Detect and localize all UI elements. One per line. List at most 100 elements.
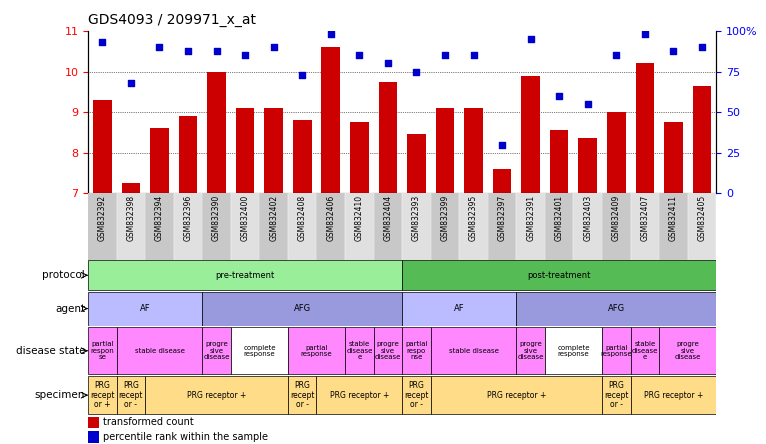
Bar — [150, 128, 169, 193]
Text: progre
sive
disease: progre sive disease — [518, 341, 544, 360]
Text: partial
response: partial response — [301, 345, 332, 357]
Bar — [545, 193, 574, 260]
Bar — [402, 193, 430, 260]
Text: GDS4093 / 209971_x_at: GDS4093 / 209971_x_at — [88, 12, 256, 27]
Bar — [116, 327, 202, 374]
Text: specimen: specimen — [35, 390, 85, 400]
Bar — [602, 193, 630, 260]
Point — [182, 47, 194, 54]
Bar — [516, 292, 716, 325]
Text: PRG
recept
or -: PRG recept or - — [604, 381, 629, 409]
Bar — [88, 193, 116, 260]
Bar — [88, 431, 100, 443]
Point — [696, 44, 708, 51]
Text: stable disease: stable disease — [449, 348, 499, 354]
Point — [581, 100, 594, 107]
Bar — [231, 193, 260, 260]
Bar — [146, 376, 288, 414]
Bar — [688, 193, 716, 260]
Bar — [178, 116, 198, 193]
Bar — [522, 75, 540, 193]
Text: PRG receptor +: PRG receptor + — [187, 391, 246, 400]
Text: PRG
recept
or +: PRG recept or + — [90, 381, 115, 409]
Text: stable
disease
e: stable disease e — [632, 341, 658, 360]
Text: AF: AF — [140, 304, 150, 313]
Point — [296, 71, 309, 79]
Text: post-treatment: post-treatment — [528, 271, 591, 280]
Text: progre
sive
disease: progre sive disease — [675, 341, 701, 360]
Bar — [208, 71, 226, 193]
Bar — [602, 327, 630, 374]
Bar — [345, 327, 374, 374]
Text: GSM832405: GSM832405 — [697, 195, 706, 242]
Bar — [202, 193, 231, 260]
Point — [496, 141, 508, 148]
Text: GSM832398: GSM832398 — [126, 195, 136, 241]
Text: progre
sive
disease: progre sive disease — [375, 341, 401, 360]
Text: GSM832393: GSM832393 — [412, 195, 421, 242]
Point — [411, 68, 423, 75]
Bar — [374, 327, 402, 374]
Text: partial
response: partial response — [601, 345, 632, 357]
Text: protocol: protocol — [42, 270, 85, 280]
Point — [97, 39, 109, 46]
Bar — [607, 112, 626, 193]
Point — [553, 92, 565, 99]
Text: GSM832400: GSM832400 — [241, 195, 250, 242]
Bar — [316, 193, 345, 260]
Text: GSM832397: GSM832397 — [498, 195, 506, 242]
Bar — [88, 260, 402, 290]
Text: PRG receptor +: PRG receptor + — [329, 391, 389, 400]
Point — [239, 52, 251, 59]
Text: GSM832408: GSM832408 — [298, 195, 306, 241]
Text: GSM832406: GSM832406 — [326, 195, 336, 242]
Bar — [402, 260, 716, 290]
Point — [667, 47, 679, 54]
Text: GSM832390: GSM832390 — [212, 195, 221, 242]
Point — [439, 52, 451, 59]
Text: GSM832396: GSM832396 — [184, 195, 192, 242]
Point — [267, 44, 280, 51]
Bar — [88, 292, 202, 325]
Bar — [516, 327, 545, 374]
Bar — [408, 135, 426, 193]
Bar — [122, 183, 140, 193]
Bar — [488, 193, 516, 260]
Bar — [430, 327, 516, 374]
Bar — [260, 193, 288, 260]
Text: GSM832399: GSM832399 — [440, 195, 450, 242]
Text: AFG: AFG — [293, 304, 311, 313]
Text: GSM832394: GSM832394 — [155, 195, 164, 242]
Bar — [402, 376, 430, 414]
Bar — [430, 376, 602, 414]
Bar — [116, 376, 146, 414]
Bar — [516, 193, 545, 260]
Point — [125, 79, 137, 87]
Text: AFG: AFG — [607, 304, 625, 313]
Bar — [659, 193, 688, 260]
Text: transformed count: transformed count — [103, 417, 193, 428]
Bar — [288, 327, 345, 374]
Text: AF: AF — [454, 304, 464, 313]
Point — [639, 31, 651, 38]
Point — [353, 52, 365, 59]
Text: GSM832404: GSM832404 — [383, 195, 392, 242]
Text: complete
response: complete response — [557, 345, 590, 357]
Bar — [264, 108, 283, 193]
Text: complete
response: complete response — [243, 345, 276, 357]
Bar — [293, 120, 312, 193]
Bar — [630, 327, 659, 374]
Text: percentile rank within the sample: percentile rank within the sample — [103, 432, 267, 442]
Bar — [88, 376, 116, 414]
Text: progre
sive
disease: progre sive disease — [204, 341, 230, 360]
Bar — [88, 416, 100, 428]
Bar — [146, 193, 174, 260]
Text: GSM832402: GSM832402 — [269, 195, 278, 241]
Bar — [93, 100, 112, 193]
Text: PRG
recept
or -: PRG recept or - — [404, 381, 429, 409]
Text: GSM832391: GSM832391 — [526, 195, 535, 241]
Bar — [692, 86, 711, 193]
Bar — [464, 108, 483, 193]
Bar — [202, 292, 402, 325]
Bar — [659, 327, 716, 374]
